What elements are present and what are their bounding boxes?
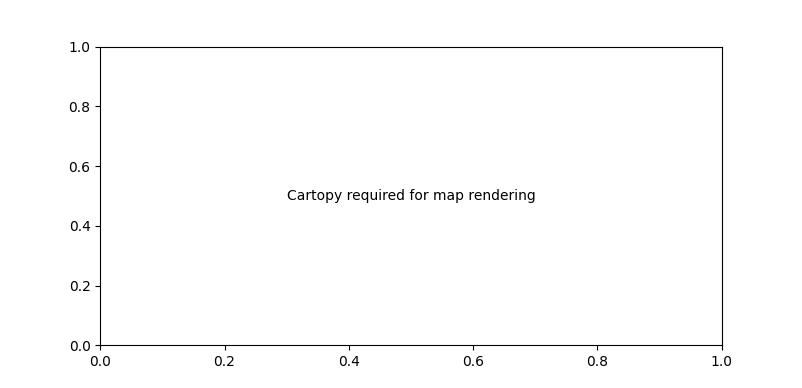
Text: Cartopy required for map rendering: Cartopy required for map rendering	[286, 189, 536, 203]
